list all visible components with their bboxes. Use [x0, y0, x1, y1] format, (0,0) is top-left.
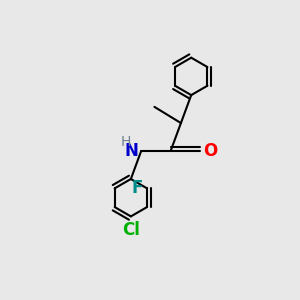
Text: Cl: Cl	[122, 221, 140, 239]
Text: F: F	[131, 179, 142, 197]
Text: H: H	[121, 135, 131, 149]
Text: O: O	[204, 142, 218, 160]
Text: N: N	[125, 142, 139, 160]
